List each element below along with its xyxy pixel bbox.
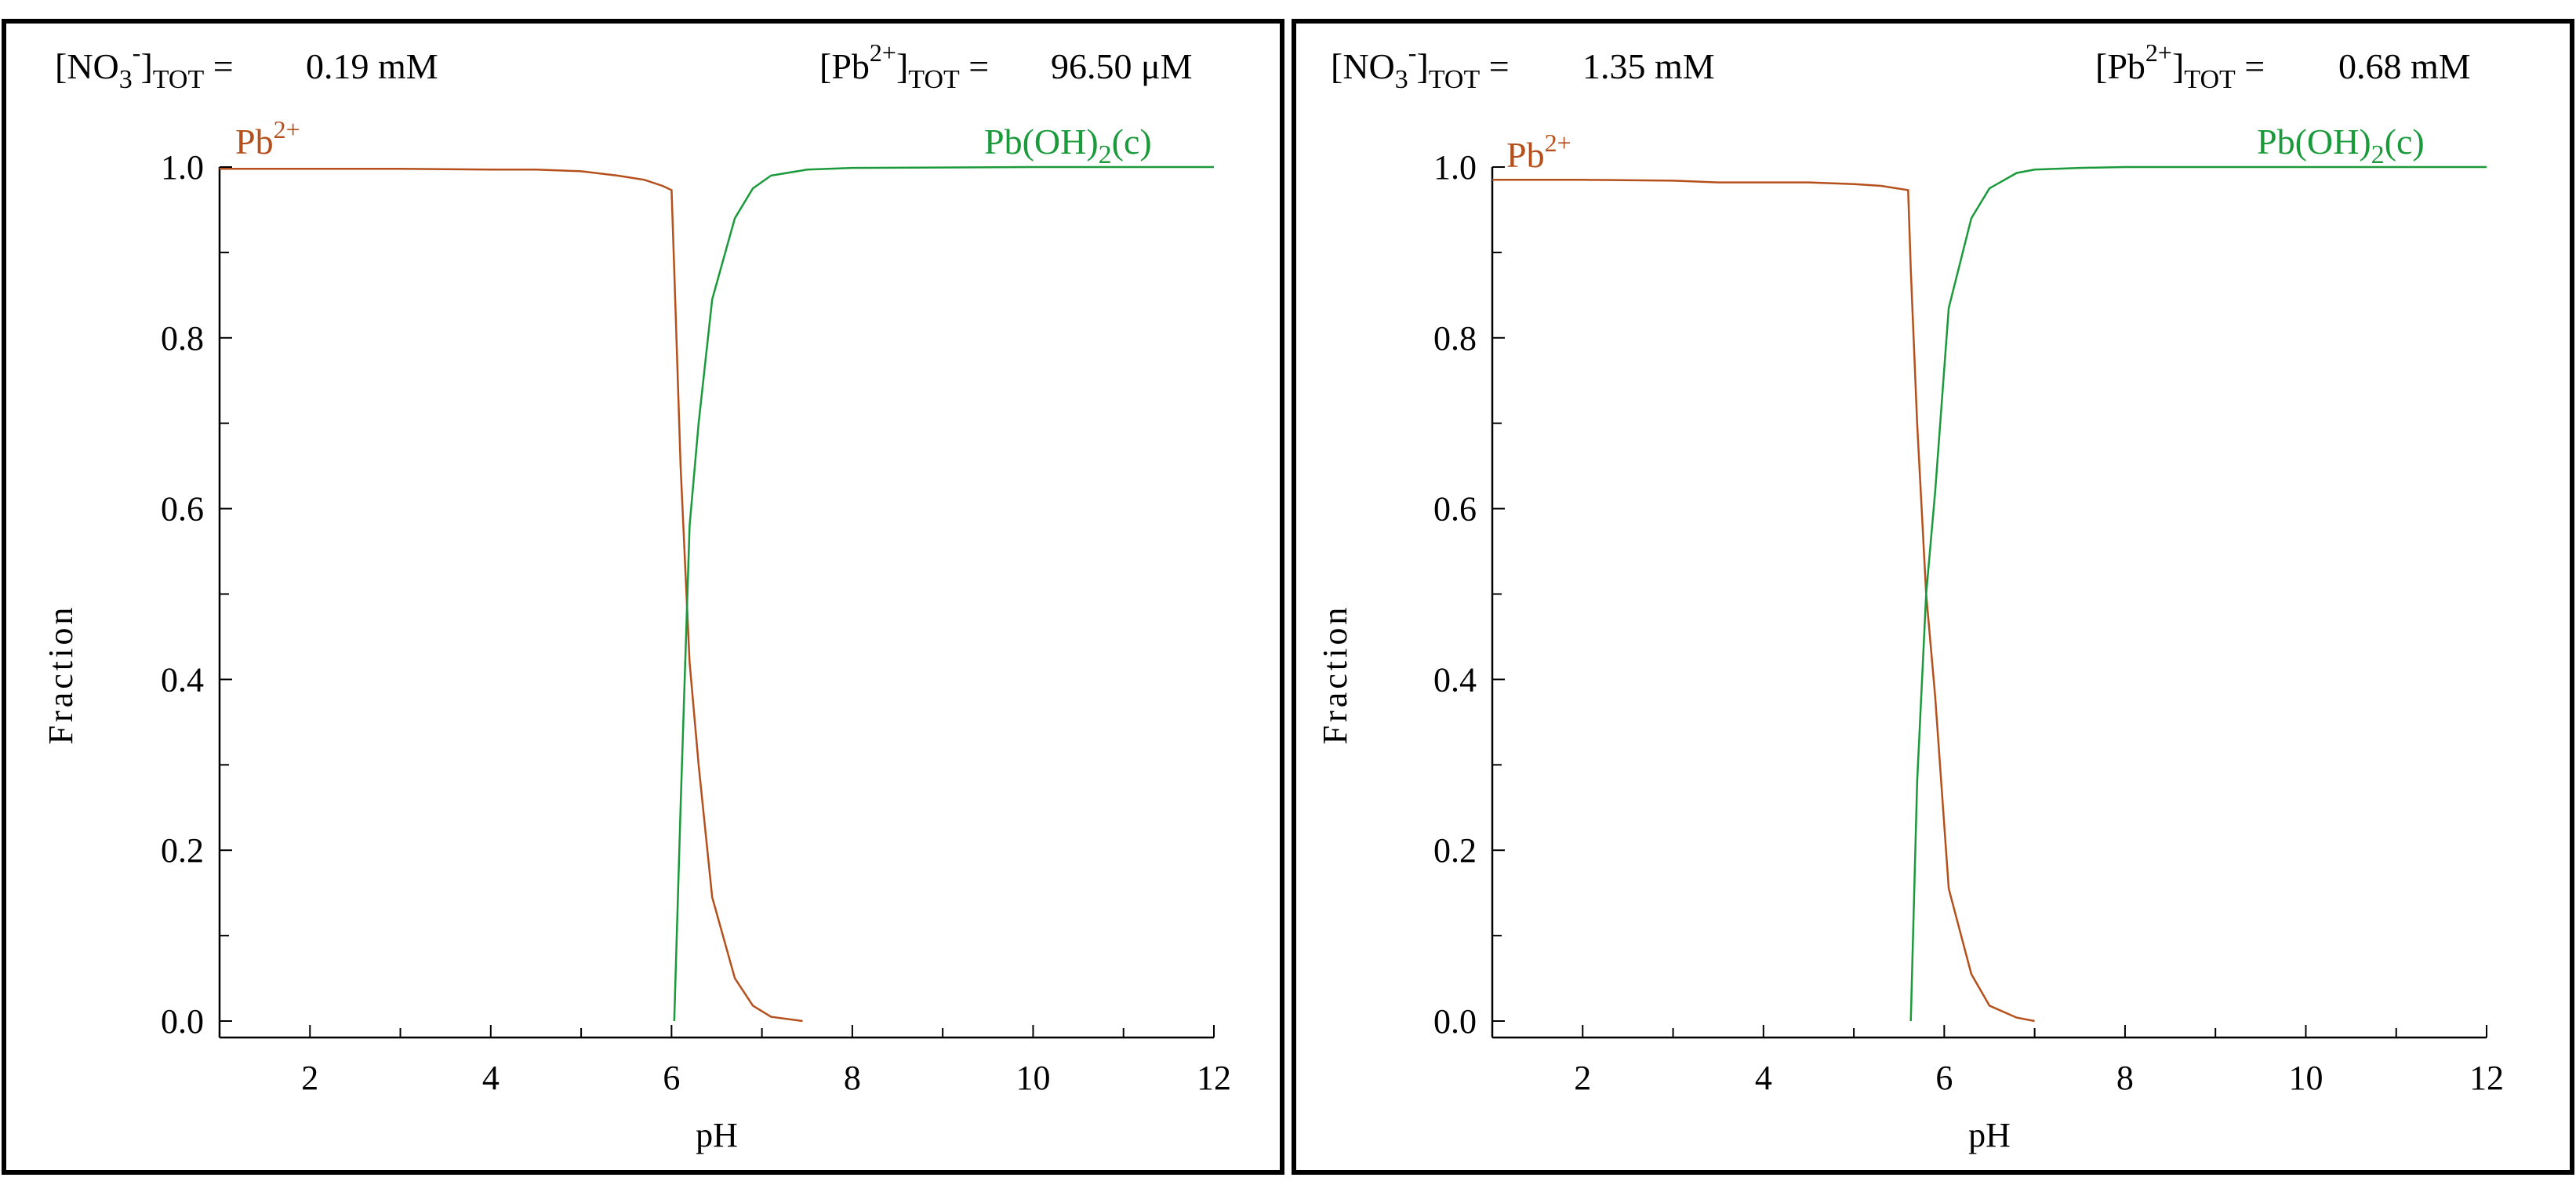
y-tick-label: 1.0 bbox=[161, 148, 204, 187]
header-lead-sup: 2+ bbox=[870, 38, 896, 67]
series-label-pb2plus-sup: 2+ bbox=[274, 115, 300, 144]
panel-frame bbox=[2, 19, 1284, 1175]
x-tick-label: 4 bbox=[1755, 1059, 1772, 1097]
y-axis-title: Fraction bbox=[42, 605, 80, 745]
series-label-pboh2-main: Pb(OH) bbox=[2257, 122, 2371, 162]
header-nitrate-tot: TOT bbox=[153, 65, 205, 94]
header-nitrate-species: NO bbox=[67, 46, 118, 86]
header-lead-value: 0.68 mM bbox=[2338, 46, 2471, 86]
y-tick-label: 0.6 bbox=[161, 490, 204, 529]
series-label-pboh2: Pb(OH)2(c) bbox=[2257, 122, 2425, 169]
y-tick-label: 0.4 bbox=[161, 660, 204, 699]
series-label-pb2plus-sup: 2+ bbox=[1545, 129, 1571, 157]
x-tick-label: 10 bbox=[2288, 1059, 2323, 1097]
header-nitrate-total: [NO3-]TOT = 0.19 mM bbox=[55, 38, 438, 94]
series-label-pb2plus-main: Pb bbox=[1506, 135, 1545, 175]
chart-panel-left: [NO3-]TOT = 0.19 mM [Pb2+]TOT = 96.50 μM 2… bbox=[0, 0, 1286, 1192]
header-nitrate-total: [NO3-]TOT = 1.35 mM bbox=[1331, 38, 1715, 94]
y-tick-label: 0.8 bbox=[161, 319, 204, 358]
y-tick-label: 0.2 bbox=[161, 831, 204, 870]
y-tick-label: 1.0 bbox=[1433, 148, 1477, 187]
series-lines bbox=[220, 165, 1214, 1023]
axis-ticks bbox=[220, 166, 1215, 1038]
x-tick-label: 10 bbox=[1016, 1059, 1050, 1097]
x-axis-title: pH bbox=[696, 1116, 738, 1154]
series-lines bbox=[1492, 165, 2487, 1023]
header-lead-value: 96.50 μM bbox=[1051, 46, 1193, 86]
y-tick-label: 0.8 bbox=[1433, 319, 1477, 358]
series-label-pboh2-sub: 2 bbox=[1099, 140, 1112, 169]
header-nitrate-sub: 3 bbox=[1395, 65, 1408, 94]
header-nitrate-sup: - bbox=[1408, 38, 1417, 67]
x-tick-label: 8 bbox=[844, 1059, 861, 1097]
axis-ticks bbox=[1492, 166, 2487, 1038]
x-tick-label: 6 bbox=[663, 1059, 680, 1097]
axis-tick-labels: 2 4 6 8 10 12 0.0 0.2 0.4 0.6 0.8 1.0 bbox=[161, 148, 1231, 1097]
header-lead-total: [Pb2+]TOT = 0.68 mM bbox=[2095, 38, 2471, 94]
series-line-pboh2 bbox=[1909, 165, 2487, 1022]
series-label-pboh2-sub: 2 bbox=[2371, 140, 2385, 169]
series-line-pboh2 bbox=[673, 165, 1214, 1022]
y-tick-label: 0.0 bbox=[1433, 1002, 1477, 1041]
series-line-pb2plus bbox=[220, 167, 803, 1023]
chart-left-svg: [NO3-]TOT = 0.19 mM [Pb2+]TOT = 96.50 μM 2… bbox=[2, 19, 1284, 1175]
series-label-pb2plus: Pb2+ bbox=[235, 115, 300, 162]
x-axis-title: pH bbox=[1968, 1116, 2011, 1154]
chart-panel-right: [NO3-]TOT = 1.35 mM [Pb2+]TOT = 0.68 mM 2 4… bbox=[1290, 0, 2576, 1192]
chart-right-svg: [NO3-]TOT = 1.35 mM [Pb2+]TOT = 0.68 mM 2 4… bbox=[1292, 19, 2574, 1175]
series-label-pboh2-tail: (c) bbox=[2385, 122, 2425, 162]
series-label-pboh2: Pb(OH)2(c) bbox=[984, 122, 1152, 169]
series-label-pboh2-tail: (c) bbox=[1112, 122, 1152, 162]
header-lead-species: Pb bbox=[2107, 46, 2145, 86]
series-line-pb2plus bbox=[1492, 179, 2035, 1023]
x-tick-label: 6 bbox=[1935, 1059, 1953, 1097]
series-label-pb2plus: Pb2+ bbox=[1506, 129, 1571, 175]
header-lead-total: [Pb2+]TOT = 96.50 μM bbox=[819, 38, 1193, 94]
header-nitrate-species: NO bbox=[1342, 46, 1394, 86]
x-tick-label: 2 bbox=[301, 1059, 318, 1097]
y-tick-label: 0.2 bbox=[1433, 831, 1477, 870]
header-nitrate-tot: TOT bbox=[1429, 65, 1481, 94]
header-nitrate-sup: - bbox=[133, 38, 141, 67]
x-tick-label: 4 bbox=[482, 1059, 500, 1097]
header-lead-species: Pb bbox=[831, 46, 870, 86]
y-axis-title: Fraction bbox=[1316, 605, 1354, 745]
axis-tick-labels: 2 4 6 8 10 12 0.0 0.2 0.4 0.6 0.8 1.0 bbox=[1433, 148, 2504, 1097]
header-nitrate-sub: 3 bbox=[119, 65, 133, 94]
y-tick-label: 0.6 bbox=[1433, 490, 1477, 529]
x-tick-label: 2 bbox=[1574, 1059, 1591, 1097]
y-tick-label: 0.0 bbox=[161, 1002, 204, 1041]
y-tick-label: 0.4 bbox=[1433, 660, 1477, 699]
header-nitrate-value: 1.35 mM bbox=[1582, 46, 1715, 86]
header-lead-tot: TOT bbox=[2184, 65, 2236, 94]
series-label-pb2plus-main: Pb bbox=[235, 122, 274, 162]
header-nitrate-value: 0.19 mM bbox=[306, 46, 438, 86]
series-label-pboh2-main: Pb(OH) bbox=[984, 122, 1099, 162]
header-lead-sup: 2+ bbox=[2145, 38, 2172, 67]
x-tick-label: 12 bbox=[2469, 1059, 2504, 1097]
x-tick-label: 12 bbox=[1197, 1059, 1231, 1097]
panel-frame bbox=[1292, 19, 2574, 1175]
header-lead-tot: TOT bbox=[908, 65, 960, 94]
x-tick-label: 8 bbox=[2116, 1059, 2134, 1097]
